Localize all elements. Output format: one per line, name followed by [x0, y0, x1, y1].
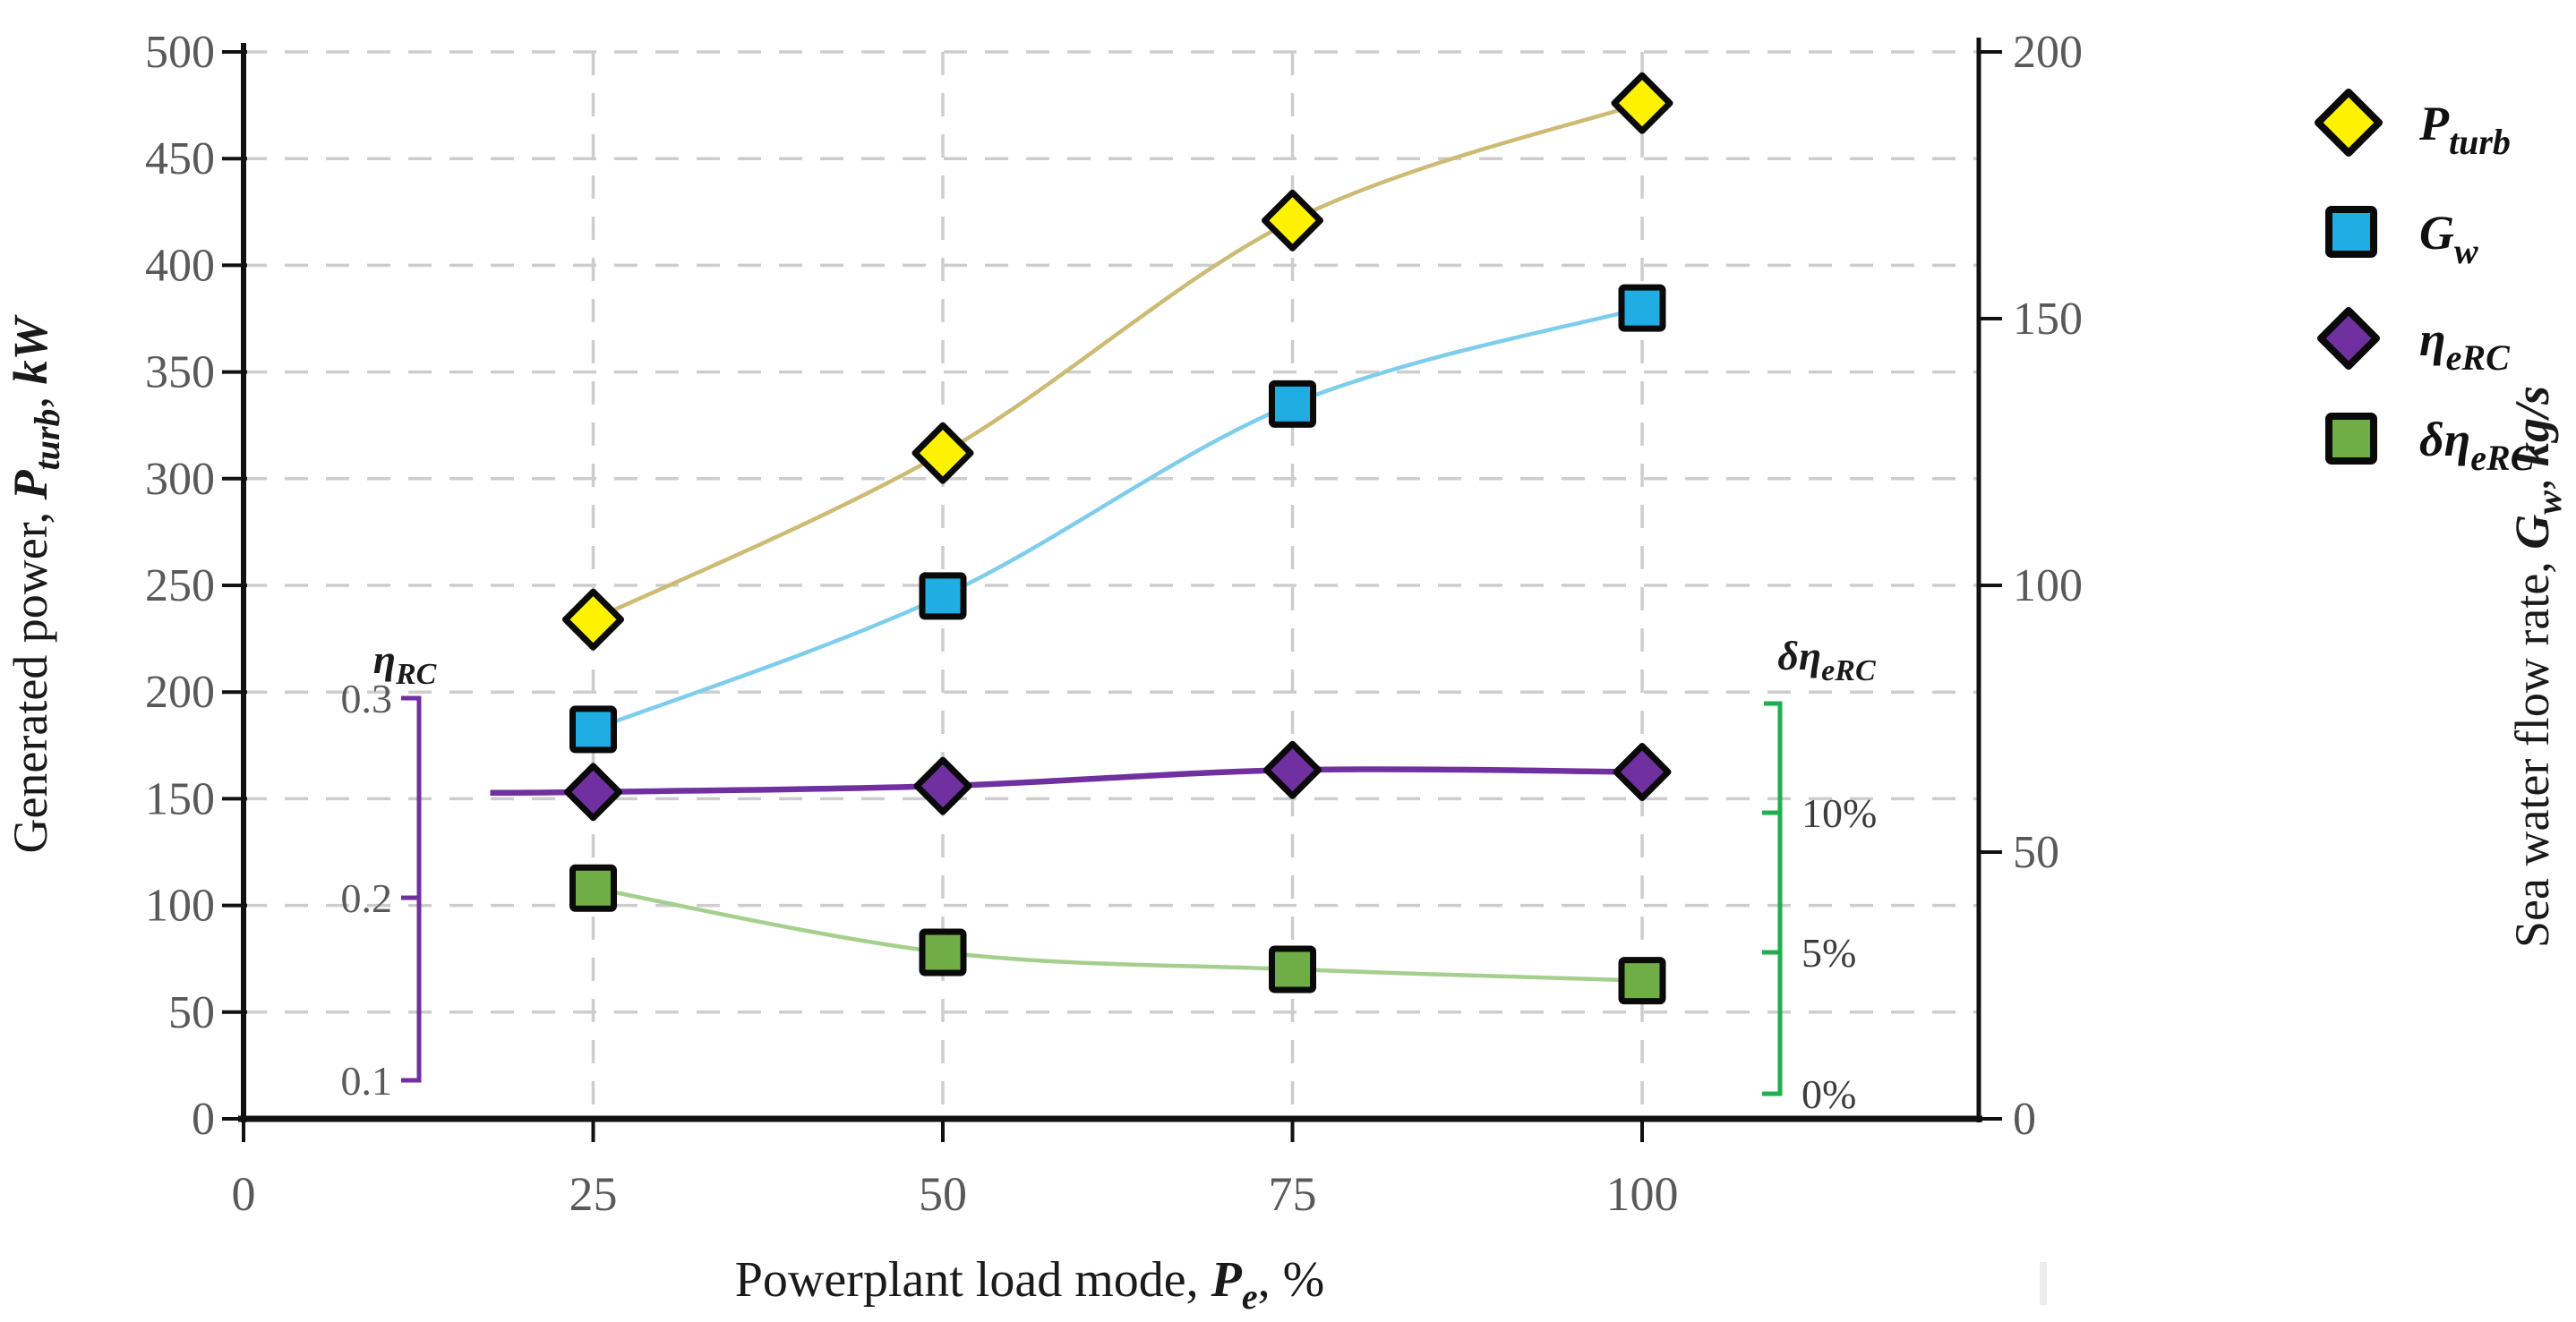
x-axis-title: Powerplant load mode, Pe, % — [735, 1252, 1325, 1317]
legend-label-delta-eta: δηeRC — [2419, 413, 2536, 478]
trendline-P_turb — [592, 101, 1643, 622]
scroll-artifact — [2040, 1262, 2047, 1305]
legend-marker-eta_eRC — [2317, 307, 2380, 370]
marker-G_w — [919, 572, 967, 620]
x-axis-tick-label: 50 — [919, 1167, 967, 1221]
axes: 0501001502002503003504004505000501001502… — [145, 27, 2083, 1221]
marker-P_turb — [1611, 72, 1673, 134]
marker-P_turb — [1262, 189, 1323, 252]
marker-eta_eRC — [564, 763, 622, 822]
left-axis-tick-label: 500 — [145, 27, 215, 78]
left-axis-tick-label: 100 — [145, 881, 215, 932]
left-axis-tick-label: 150 — [145, 773, 215, 824]
left-axis-tick-label: 450 — [145, 133, 215, 184]
marker-eta_eRC — [1613, 743, 1672, 802]
marker-eta_eRC — [1263, 740, 1322, 799]
right-axis-tick-label: 0 — [2013, 1094, 2036, 1145]
left-axis-tick-label: 50 — [168, 987, 215, 1038]
legend-marker-G_w — [2325, 206, 2377, 258]
right-axis-tick-label: 200 — [2013, 27, 2083, 78]
gridlines — [244, 50, 1979, 1119]
legend-marker-delta_eta_eRC — [2325, 413, 2377, 465]
delta-axis-bracket — [1762, 701, 1783, 1096]
left-axis-tick-label: 200 — [145, 667, 215, 718]
left-axis-tick-label: 350 — [145, 347, 215, 398]
eta-axis-tick-label: 0.1 — [341, 1058, 393, 1104]
eta-axis-tick-label: 0.2 — [341, 875, 393, 921]
marker-G_w — [1618, 284, 1666, 332]
marker-delta_eta_eRC — [919, 928, 967, 977]
trendline-G_w — [592, 305, 1643, 732]
legend-label-eta: ηeRC — [2419, 312, 2511, 378]
marker-G_w — [569, 705, 617, 754]
left-axis-tick-label: 0 — [192, 1094, 215, 1145]
right-axis-title: Sea water flow rate, Gw, kg/s — [2505, 386, 2569, 948]
marker-eta_eRC — [913, 756, 972, 815]
marker-delta_eta_eRC — [1269, 945, 1316, 994]
right-axis-tick-label: 150 — [2013, 294, 2083, 345]
legend-label-gw: Gw — [2419, 206, 2478, 271]
left-axis-tick-label: 400 — [145, 240, 215, 291]
x-axis-tick-label: 0 — [232, 1167, 256, 1221]
delta-axis-tick-label: 5% — [1801, 930, 1856, 976]
trendline-delta_eta_eRC — [593, 886, 1643, 983]
delta-axis-tick-label: 0% — [1801, 1071, 1856, 1117]
eta-axis-bracket — [401, 695, 422, 1083]
marker-delta_eta_eRC — [1618, 957, 1666, 1005]
eta-axis-label: ηRC — [373, 636, 437, 691]
right-axis-tick-label: 100 — [2013, 560, 2083, 611]
marker-G_w — [1269, 380, 1316, 428]
series — [490, 72, 1673, 1005]
marker-P_turb — [911, 422, 974, 484]
delta-axis-label: δηeRC — [1777, 633, 1876, 687]
inner-axes: 0.1 0.2 0.3 0% 5% 10% — [341, 676, 1878, 1117]
legend-label-pturb: Pturb — [2418, 97, 2511, 162]
left-axis-tick-label: 300 — [145, 454, 215, 505]
x-axis-tick-label: 75 — [1269, 1167, 1317, 1221]
right-axis-tick-label: 50 — [2013, 827, 2059, 878]
legend-markers — [2315, 89, 2383, 465]
left-axis-tick-label: 250 — [145, 560, 215, 611]
x-axis-tick-label: 25 — [569, 1167, 618, 1221]
trendline-eta_eRC — [490, 766, 1643, 797]
marker-P_turb — [562, 588, 624, 651]
left-axis-title: Generated power, Pturb, kW — [4, 313, 67, 853]
legend-marker-P_turb — [2315, 89, 2383, 157]
delta-axis-tick-label: 10% — [1801, 790, 1877, 836]
marker-delta_eta_eRC — [569, 864, 617, 912]
eta-axis-tick-label: 0.3 — [341, 676, 393, 721]
x-axis-tick-label: 100 — [1606, 1167, 1679, 1221]
